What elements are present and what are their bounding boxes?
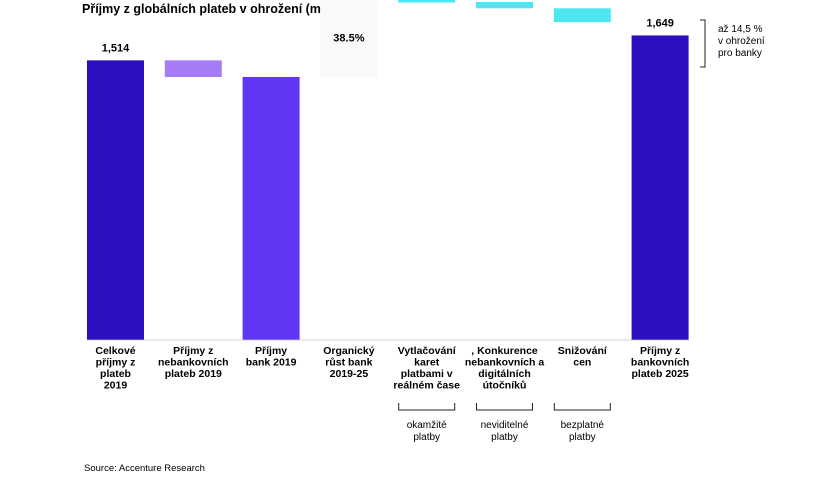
group-label-realtime: okamžité platby [407,420,447,443]
bar-total2019 [87,60,144,341]
value-label-total2019: 1,514 [102,42,130,54]
category-label-pricing: Snižování cen [558,345,608,369]
category-label-organic: Organický růst bank 2019-25 [323,345,375,380]
bar-bank2025 [631,35,689,341]
chart-title: Příjmy z globálních plateb v ohrožení (m… [82,2,370,16]
group-bracket-pricing [553,403,611,411]
value-label-organic: 38.5% [333,32,364,44]
bar-realtime [398,0,456,3]
category-label-bank2019: Příjmy bank 2019 [246,345,297,369]
category-label-total2019: Celkové příjmy z plateb 2019 [95,345,135,392]
labels-layer: 1,514 Celkové příjmy z plateb 2019 Příjmy z ne… [95,0,765,443]
group-bracket-realtime [398,403,456,411]
source-note: Source: Accenture Research [84,463,205,474]
group-label-pricing: bezplatné platby [561,420,605,443]
bar-bank2019 [242,76,300,340]
annotation-bracket [700,19,706,68]
group-bracket-competition [476,403,533,411]
value-label-bank2025: 1,649 [646,17,674,29]
category-label-bank2025: Příjmy z bankovních plateb 2025 [631,345,689,380]
category-label-nonbank: Příjmy z nebankovních plateb 2019 [158,345,229,380]
bar-competition [476,1,533,9]
category-label-competition: , Konkurence nebankovních a digitálních úto… [465,345,545,392]
bar-pricing [553,8,611,23]
category-label-realtime: Vytlačování karet platbami v reálném čase [393,345,460,392]
bar-organic [320,0,378,77]
bars-layer [87,0,689,341]
group-label-competition: neviditelné platby [481,420,529,443]
annotation-text: až 14,5 % v ohrožení pro banky [718,24,765,59]
value-label-pricing: 8.0% [570,0,595,1]
bar-nonbank [164,60,222,77]
